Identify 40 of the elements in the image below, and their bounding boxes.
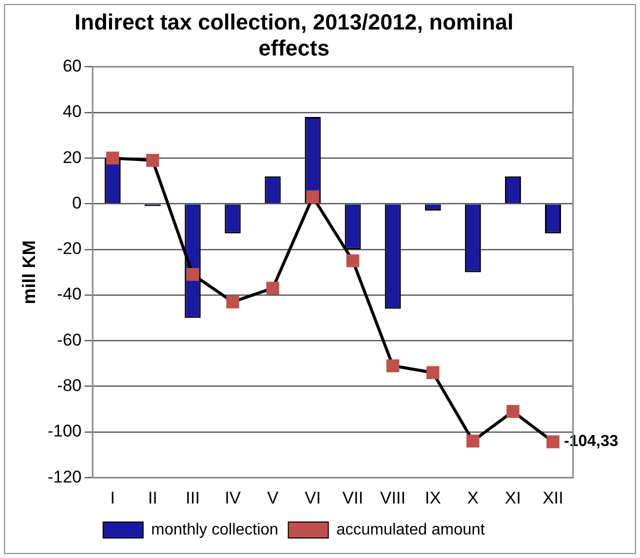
x-tick-label: VIII (380, 488, 406, 508)
text: Indirect tax collection, 2013/2012, nominal (74, 9, 514, 34)
y-tick-label: -60 (57, 330, 82, 350)
x-tick-label: IV (224, 488, 242, 508)
y-tick-label: 0 (72, 193, 82, 212)
y-axis-title: mill KM (18, 240, 39, 304)
x-tick-label: IX (424, 488, 441, 508)
legend-label: accumulated amount (336, 521, 486, 538)
point (386, 359, 400, 372)
x-tick-label: XI (504, 488, 521, 508)
point (266, 282, 280, 295)
point (306, 190, 320, 204)
y-tick-label: 20 (62, 148, 82, 167)
y-tick-label: -120 (48, 467, 82, 486)
point (466, 434, 480, 448)
y-tick-label: 40 (62, 102, 82, 122)
data-label: -104,33 (564, 433, 618, 450)
point (146, 154, 160, 167)
point (426, 366, 440, 380)
point (226, 295, 240, 308)
x-tick-label: III (186, 488, 200, 508)
point (346, 254, 360, 268)
x-tick-label: V (267, 488, 280, 508)
x-tick-label: X (467, 488, 479, 508)
point (506, 404, 520, 418)
point (186, 268, 200, 281)
legend-label: monthly collection (151, 521, 278, 538)
x-tick-label: VII (342, 488, 364, 508)
text: effects (258, 36, 330, 61)
x-tick-label: I (110, 488, 116, 508)
point (106, 152, 120, 165)
y-tick-label: -80 (57, 376, 82, 395)
y-tick-label: -20 (57, 239, 82, 258)
x-tick-label: II (148, 488, 158, 508)
y-tick-label: -100 (48, 422, 82, 441)
y-tick-label: 60 (62, 56, 82, 76)
point (546, 435, 560, 448)
x-tick-label: XII (542, 488, 564, 508)
x-tick-label: VI (304, 488, 321, 508)
y-tick-label: -40 (57, 284, 82, 304)
